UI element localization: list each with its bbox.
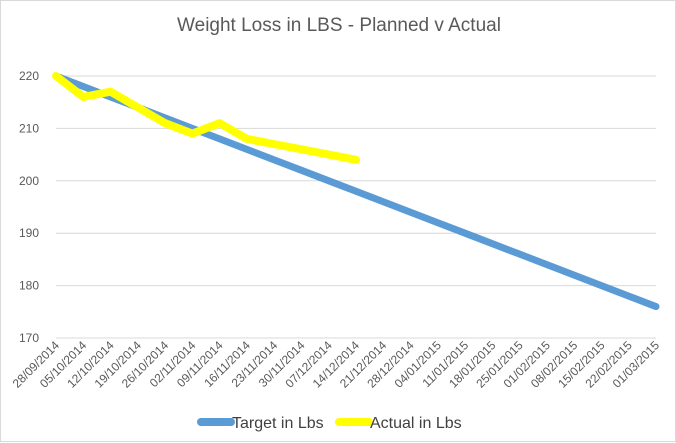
- y-tick-label: 200: [19, 174, 39, 188]
- y-tick-label: 190: [19, 226, 39, 240]
- y-tick-label: 180: [19, 279, 39, 293]
- legend-label-target: Target in Lbs: [232, 415, 324, 432]
- y-tick-label: 220: [19, 69, 39, 83]
- y-tick-label: 170: [19, 331, 39, 345]
- y-tick-label: 210: [19, 121, 39, 135]
- chart-title: Weight Loss in LBS - Planned v Actual: [177, 15, 501, 36]
- series-line-actual: [52, 72, 360, 164]
- legend-label-actual: Actual in Lbs: [370, 415, 462, 432]
